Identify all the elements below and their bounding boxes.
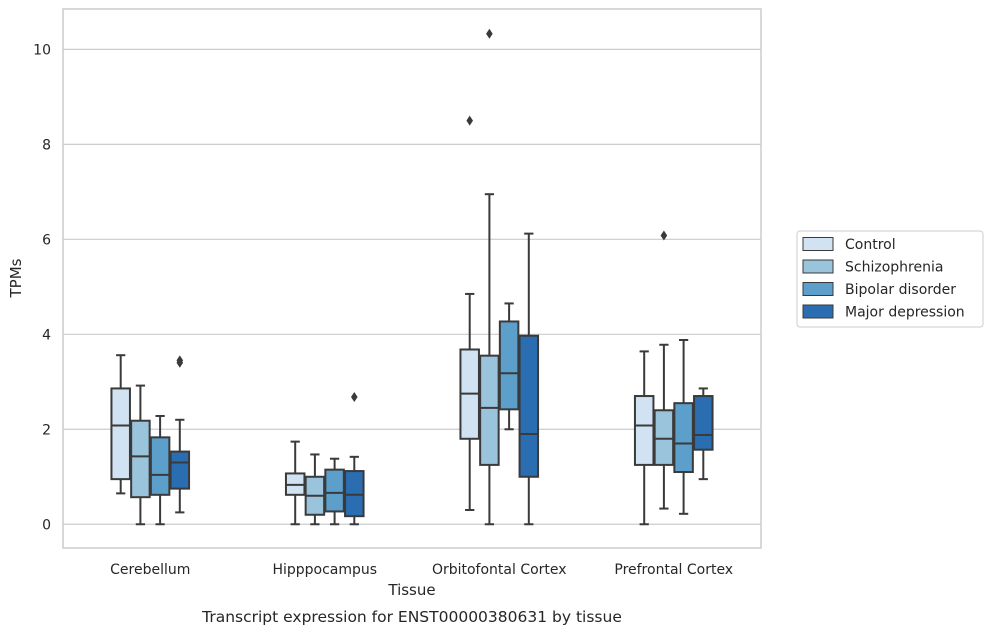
box-body (518, 334, 540, 478)
legend-frame (796, 230, 984, 328)
box-body (693, 395, 714, 451)
box-body (169, 450, 191, 490)
box-body (633, 395, 655, 466)
box-schizophrenia (653, 230, 675, 510)
box-schizophrenia (130, 384, 151, 526)
legend-swatch (802, 237, 834, 251)
y-axis-label: TPMs (7, 258, 25, 298)
box-body (498, 320, 520, 411)
box-major-depression (518, 232, 540, 526)
x-tick-label: Cerebellum (110, 562, 190, 578)
box-major-depression (344, 391, 365, 526)
box-body (653, 409, 675, 466)
legend-label: Major depression (845, 305, 965, 321)
box-control (110, 354, 131, 495)
box-body (110, 387, 131, 481)
outlier-point (486, 28, 493, 39)
outlier-point (176, 355, 184, 366)
legend-label: Bipolar disorder (845, 282, 956, 298)
y-tick-label: 0 (42, 517, 51, 533)
x-tick-label: Hipppocampus (272, 562, 377, 578)
y-tick-label: 2 (42, 422, 51, 438)
y-tick-label: 8 (42, 137, 51, 153)
legend-swatch (802, 304, 834, 319)
box-control (459, 115, 480, 512)
box-bipolar-disorder (149, 414, 171, 526)
x-tick-label: Orbitofontal Cortex (432, 562, 567, 578)
box-body (479, 354, 500, 466)
box-schizophrenia (479, 28, 500, 526)
x-tick-label: Prefrontal Cortex (614, 562, 733, 578)
box-body (673, 402, 694, 474)
x-axis-label: Tissue (387, 581, 435, 599)
box-major-depression (169, 355, 191, 514)
outlier-point (660, 230, 668, 241)
outlier-point (466, 115, 473, 126)
y-tick-label: 4 (42, 327, 51, 343)
box-bipolar-disorder (673, 338, 694, 515)
box-control (633, 350, 655, 526)
x-axis-ticks: Cerebellum Hipppocampus Orbitofontal Corte… (110, 562, 733, 578)
box-major-depression (693, 387, 714, 481)
chart-caption: Transcript expression for ENST0000038063… (201, 608, 622, 626)
y-tick-label: 6 (42, 232, 51, 248)
y-tick-label: 10 (33, 42, 51, 58)
box-bipolar-disorder (498, 302, 520, 431)
box-body (324, 468, 345, 513)
plot-frame (62, 8, 762, 549)
legend-label: Control (845, 237, 896, 253)
boxes (110, 28, 714, 526)
box-control (284, 440, 306, 526)
box-body (344, 470, 365, 518)
y-axis-ticks: 0 2 4 6 8 10 (33, 42, 51, 533)
legend-swatch (802, 282, 834, 296)
outlier-point (351, 391, 358, 402)
legend-label: Schizophrenia (845, 260, 943, 276)
box-schizophrenia (304, 453, 326, 526)
box-bipolar-disorder (324, 457, 345, 526)
box-body (149, 436, 171, 496)
box-body (130, 419, 151, 499)
legend: Control Schizophrenia Bipolar disorder Majo… (796, 230, 984, 328)
legend-swatch (802, 259, 834, 274)
